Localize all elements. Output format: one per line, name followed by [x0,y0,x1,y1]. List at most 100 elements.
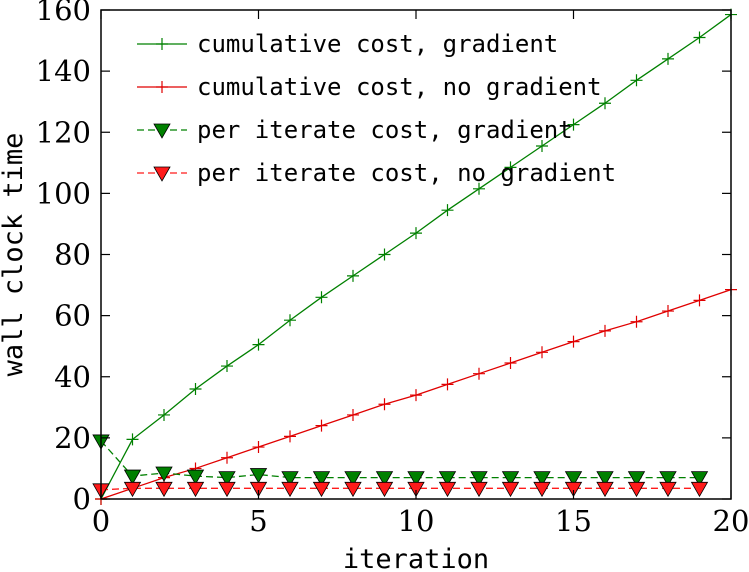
legend-marker [156,38,168,50]
data-point [347,269,359,282]
legend-entry: cumulative cost, gradient [137,30,558,58]
legend: cumulative cost, gradient cumulative cost… [137,30,616,187]
y-tick-label: 60 [54,299,91,333]
y-axis-title: wall clock time [0,133,29,377]
data-point [599,324,611,337]
data-point [504,161,517,174]
data-point [410,389,422,402]
data-point [533,471,551,487]
data-point [693,294,706,307]
data-point [596,481,614,498]
legend-entry: per iterate cost, no gradient [137,159,616,187]
data-point [473,367,485,380]
data-point [281,471,299,487]
data-point [407,471,425,487]
data-point [627,481,646,498]
data-point [630,315,643,328]
data-point [470,481,488,498]
data-point [155,481,173,498]
data-point [218,471,236,487]
data-point [375,481,394,498]
data-point [123,469,142,485]
y-tick-label: 80 [54,238,91,272]
data-point [627,471,646,487]
x-tick-label: 5 [249,504,267,538]
data-point [693,31,706,44]
legend-marker [153,166,171,182]
data-point [347,408,359,421]
data-point [536,140,548,153]
data-point [473,182,485,195]
y-tick-label: 120 [36,115,91,149]
data-point [218,481,236,498]
data-point [315,291,328,304]
data-point [662,52,674,65]
data-point [281,481,299,498]
data-point [662,305,674,318]
x-tick-label: 10 [398,504,435,538]
y-tick-label: 40 [54,360,91,394]
data-point [252,441,265,454]
series-line-per-iterate-cost-no-gradient [100,487,700,491]
legend-label: cumulative cost, no gradient [197,73,602,101]
data-point [536,346,548,359]
data-point [375,471,394,487]
data-point [441,204,454,217]
data-point [155,466,173,482]
data-point [599,97,611,110]
x-tick-label: 15 [555,504,592,538]
legend-label: per iterate cost, gradient [197,116,573,144]
data-point [567,118,580,131]
data-point [659,481,677,498]
data-point [659,471,677,487]
data-point [410,227,422,240]
data-point [441,378,454,391]
data-point [189,382,202,395]
data-point [378,398,391,411]
x-tick-label: 0 [92,504,110,538]
data-point [158,408,170,421]
legend-label: per iterate cost, no gradient [197,159,616,187]
x-axis-title: iteration [343,544,489,572]
data-point [690,471,709,487]
data-point [284,314,296,327]
data-point [252,338,265,351]
data-point [123,481,142,498]
data-point [221,360,233,373]
data-point [312,471,331,487]
series-per-iterate-cost-gradient [92,434,709,487]
data-point [249,481,268,498]
data-point [567,335,580,348]
y-tick-label: 140 [36,54,91,88]
data-point [438,471,457,487]
data-point [312,481,331,498]
plot-layer [92,8,737,505]
data-point [186,481,205,498]
legend-entry: per iterate cost, gradient [137,116,573,144]
data-point [438,481,457,498]
data-point [378,248,391,261]
data-point [470,471,488,487]
legend-label: cumulative cost, gradient [197,30,558,58]
data-point [596,471,614,487]
data-point [407,481,425,498]
legend-entry: cumulative cost, no gradient [137,73,602,101]
legend-marker [153,123,171,139]
data-point [126,433,139,446]
data-point [315,419,328,432]
y-tick-label: 20 [54,421,91,455]
data-point [504,356,517,369]
legend-marker [156,81,168,93]
data-point [630,74,643,87]
data-point [501,481,520,498]
data-point [249,468,268,484]
data-point [344,481,362,498]
ticks-layer: 0 5 10 15 20 0 20 40 60 80 100 120 140 160 [36,0,749,538]
series-line-per-iterate-cost-gradient [100,440,700,479]
data-point [533,481,551,498]
data-point [186,469,205,485]
data-point [690,481,709,498]
series-per-iterate-cost-no-gradient [92,481,709,499]
data-point [564,481,583,498]
